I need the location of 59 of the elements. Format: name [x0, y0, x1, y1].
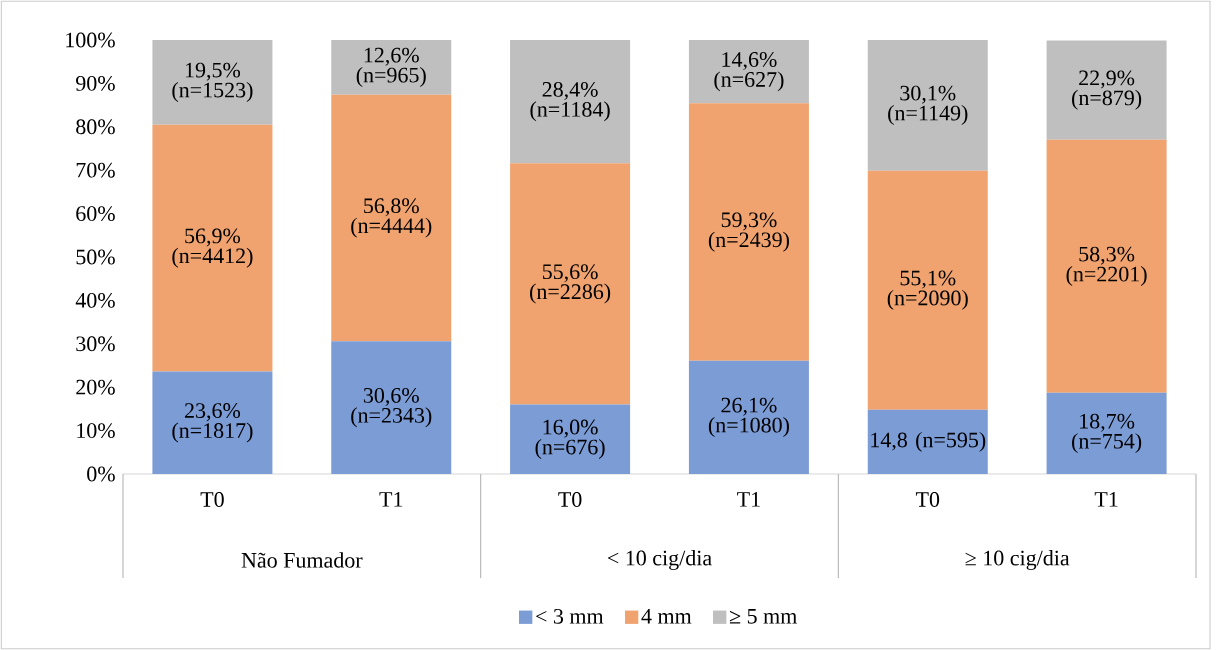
data-label: 56,9% (n=4412) [172, 228, 253, 268]
data-label: 23,6% (n=1817) [172, 403, 253, 443]
data-label: 18,7% (n=754) [1072, 413, 1142, 454]
y-tick-label: 20% [76, 379, 115, 395]
text: ≥ 10 cig/dia [965, 549, 1070, 570]
bar [867, 40, 988, 171]
bar [1046, 40, 1167, 140]
data-label: 30,6% (n=2343) [351, 387, 432, 428]
y-tick-label: 80% [76, 119, 115, 135]
y-tick-label: 90% [76, 75, 115, 91]
data-label: 56,8% (n=4444) [351, 198, 432, 238]
bar [152, 371, 273, 474]
bar [331, 40, 452, 95]
y-tick-label: 0% [87, 466, 115, 482]
data-label: 55,1% (n=2090) [887, 270, 968, 310]
bar [510, 40, 631, 164]
bar [688, 40, 809, 104]
x-tick-label: T0 [200, 492, 224, 507]
text: < 10 cig/dia [607, 549, 712, 570]
data-label: 58,3% (n=2201) [1066, 246, 1147, 286]
bar [1046, 392, 1167, 474]
y-tick-label: 100% [66, 32, 115, 48]
bar [1046, 139, 1167, 393]
bar [152, 124, 273, 372]
text: Não Fumador [241, 552, 363, 568]
y-tick-label: 60% [76, 206, 115, 222]
data-label: 28,4% (n=1184) [530, 81, 610, 122]
bar [688, 360, 809, 474]
x-tick-label: T1 [1094, 492, 1118, 507]
y-tick-label: 30% [76, 336, 115, 352]
data-label: 14,6% (n=627) [714, 52, 784, 92]
x-tick-label: T1 [737, 492, 760, 507]
legend-label: ≥ 5 mm [729, 609, 797, 624]
legend-label: < 3 mm [536, 608, 604, 624]
bar [152, 40, 273, 125]
x-tick-label: T0 [558, 492, 582, 507]
bar [510, 404, 631, 474]
y-tick-label: 50% [76, 249, 115, 265]
legend-label: 4 mm [641, 608, 692, 624]
y-tick-label: 70% [76, 162, 115, 178]
bar [867, 409, 988, 474]
data-label: 22,9% (n=879) [1072, 70, 1142, 110]
bar [688, 103, 809, 361]
data-label: 30,1% (n=1149) [888, 85, 968, 125]
data-label: 19,5% (n=1523) [172, 62, 253, 102]
data-label: 16,0% (n=676) [535, 419, 605, 459]
data-label: 14,8 (n=595) [871, 431, 986, 452]
bar [510, 163, 631, 405]
bar [331, 94, 452, 342]
data-label: 55,6% (n=2286) [530, 264, 611, 304]
data-label: 59,3% (n=2439) [708, 212, 789, 252]
y-tick-label: 40% [75, 292, 115, 308]
x-tick-label: T0 [915, 492, 940, 507]
data-label: 12,6% (n=965) [356, 47, 426, 87]
bar [331, 341, 452, 474]
data-label: 26,1% (n=1080) [708, 397, 789, 438]
bar [867, 170, 988, 410]
x-tick-label: T1 [379, 492, 403, 507]
y-tick-label: 10% [77, 423, 115, 439]
